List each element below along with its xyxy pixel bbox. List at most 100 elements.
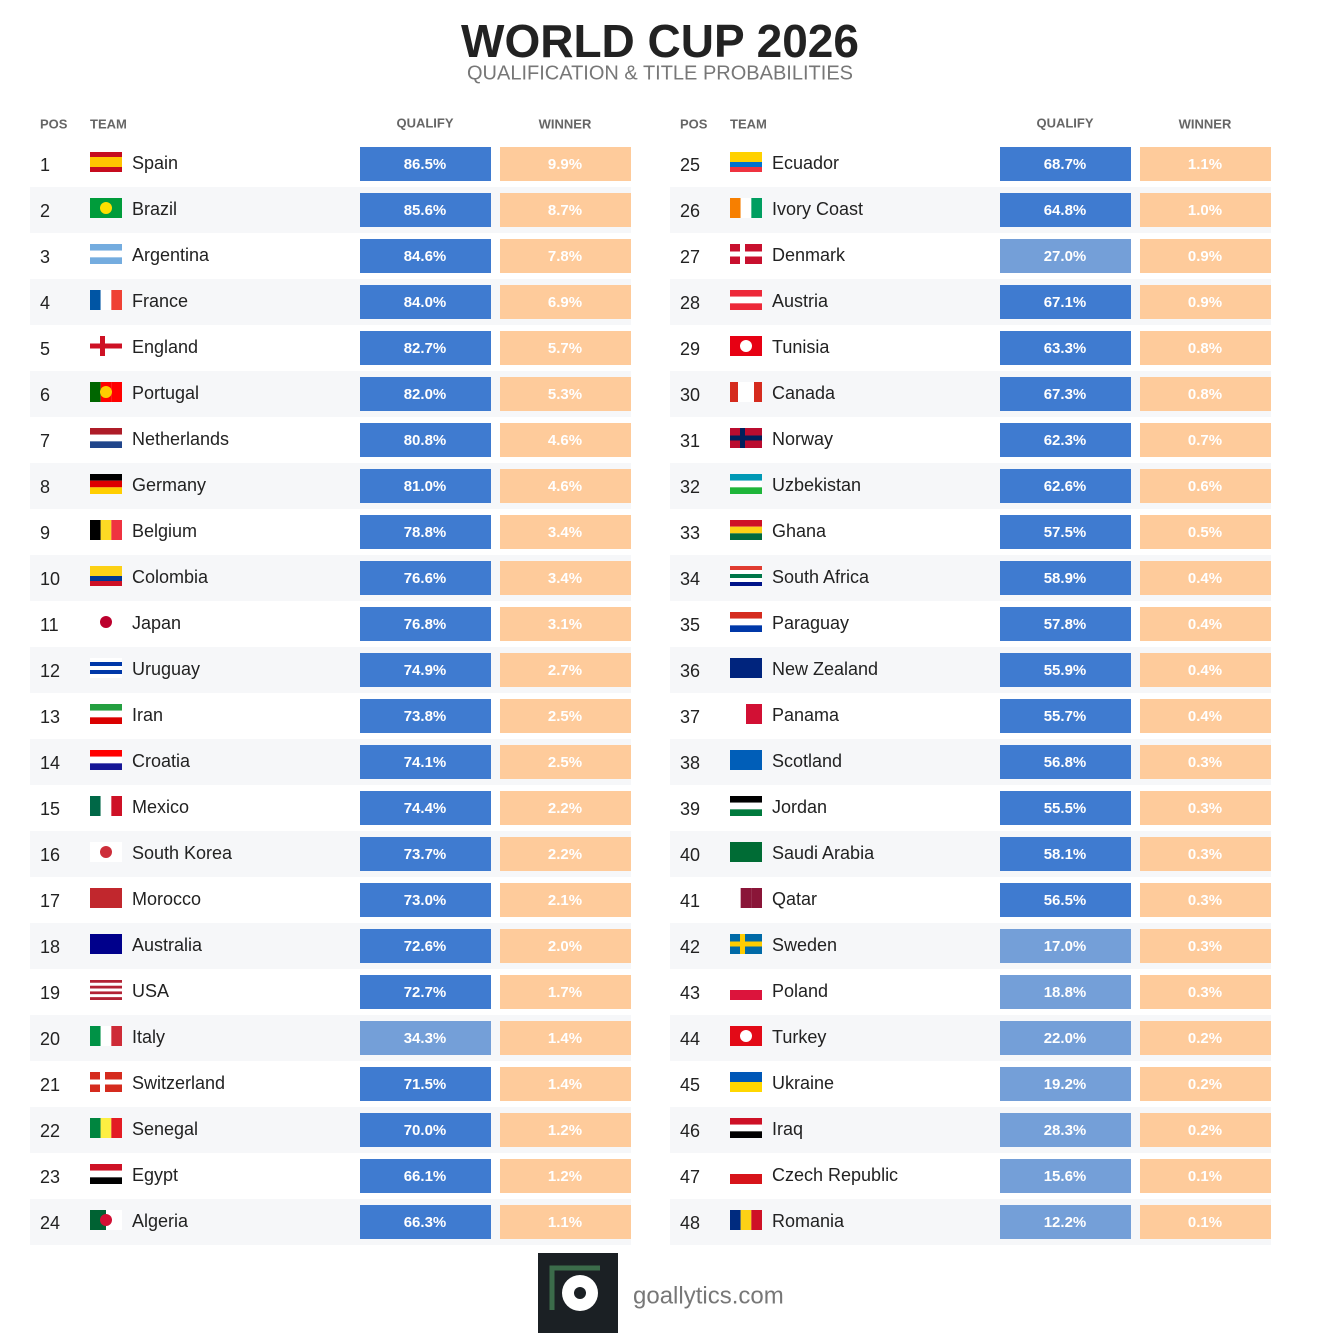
team-name: Iraq [772,1119,803,1139]
position: 32 [680,477,700,497]
header-winner: WINNER [539,116,592,131]
flag-stripe [90,571,122,576]
qualify-cell [360,1205,491,1239]
position: 12 [40,661,60,681]
flag-stripe [751,198,762,218]
flag-stripe [111,382,122,402]
winner-cell [1140,377,1271,411]
qualify-cell [1000,1113,1131,1147]
flag-stripe [90,1026,101,1046]
qualify-cell [1000,883,1131,917]
flag-stripe [100,520,112,540]
qualify-cell [360,1113,491,1147]
flag-stripe [730,533,762,540]
flag-emblem [100,1214,112,1226]
winner-cell [1140,1159,1271,1193]
flag-stripe [751,1210,762,1230]
position: 25 [680,155,700,175]
team-name: New Zealand [772,659,878,679]
winner-value: 0.2% [1188,1030,1222,1047]
flag-stripe [90,257,122,264]
position: 40 [680,845,700,865]
qualify-cell [360,423,491,457]
qualify-cell [360,193,491,227]
flag-stripe [90,704,122,711]
flag-stripe [90,244,122,251]
flag-stripe [90,710,122,718]
qualify-value: 58.9% [1044,570,1087,587]
flag-stripe [90,162,122,167]
flag-stripe [730,1174,762,1184]
winner-cell [1140,975,1271,1009]
flag-stripe [100,1026,112,1046]
winner-cell [500,837,631,871]
qualify-value: 56.5% [1044,892,1087,909]
flag-emblem [740,340,752,352]
winner-cell [500,1021,631,1055]
team-name: Ukraine [772,1073,834,1093]
position: 44 [680,1029,700,1049]
flag [90,382,122,402]
qualify-cell [1000,1205,1131,1239]
team-name: Iran [132,705,163,725]
winner-value: 0.8% [1188,386,1222,403]
winner-value: 9.9% [548,156,582,173]
team-name: South Korea [132,843,233,863]
flag-stripe [730,1210,741,1230]
flag-stripe [730,658,762,678]
team-name: England [132,337,198,357]
flag [730,1072,762,1092]
position: 46 [680,1121,700,1141]
flag-stripe [730,796,762,803]
winner-cell [500,883,631,917]
position: 21 [40,1075,60,1095]
qualify-value: 55.5% [1044,800,1087,817]
flag-stripe [730,1118,762,1125]
flag [90,244,122,264]
team-name: Turkey [772,1027,826,1047]
winner-value: 3.4% [548,524,582,541]
flag [730,1026,762,1046]
qualify-value: 68.7% [1044,156,1087,173]
team-name: Paraguay [772,613,849,633]
qualify-value: 64.8% [1044,202,1087,219]
flag-stripe [730,520,762,527]
flag [730,336,762,356]
team-name: Panama [772,705,840,725]
qualify-value: 57.8% [1044,616,1087,633]
qualify-value: 19.2% [1044,1076,1087,1093]
qualify-cell [360,745,491,779]
position: 43 [680,983,700,1003]
team-name: USA [132,981,169,1001]
winner-cell [1140,1113,1271,1147]
flag-stripe [730,480,762,488]
position: 37 [680,707,700,727]
position: 45 [680,1075,700,1095]
team-name: Czech Republic [772,1165,898,1185]
qualify-cell [1000,791,1131,825]
flag [90,612,122,632]
qualify-value: 78.8% [404,524,447,541]
flag-stripe [751,888,762,908]
flag-stripe [730,296,762,304]
flag [730,934,762,954]
qualify-value: 76.6% [404,570,447,587]
winner-value: 0.6% [1188,478,1222,495]
winner-value: 0.4% [1188,616,1222,633]
position: 10 [40,569,60,589]
flag-stripe [90,581,122,586]
winner-value: 1.2% [548,1168,582,1185]
title: WORLD CUP 2026 [461,15,859,67]
qualify-cell [1000,745,1131,779]
flag-stripe [90,167,122,172]
flag-cross [90,343,122,349]
team-name: Jordan [772,797,827,817]
qualify-cell [1000,975,1131,1009]
winner-value: 0.3% [1188,800,1222,817]
flag-stripe [730,1082,762,1092]
winner-cell [1140,469,1271,503]
winner-cell [500,515,631,549]
flag-stripe [90,157,122,162]
position: 17 [40,891,60,911]
winner-value: 1.2% [548,1122,582,1139]
